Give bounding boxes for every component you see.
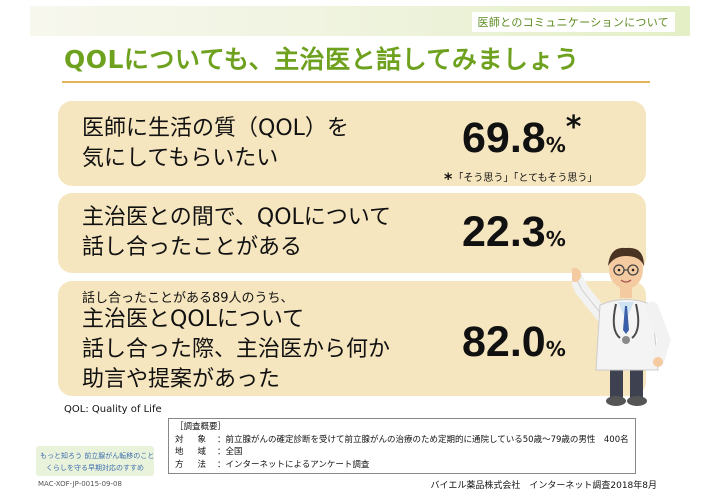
survey-label: 地域 bbox=[175, 447, 221, 457]
svg-text:くらしを守る早期対応のすすめ: くらしを守る早期対応のすすめ bbox=[46, 463, 144, 472]
footnote-text: 「そう思う」「とてもそう思う」 bbox=[453, 173, 598, 184]
survey-row: 対象：前立腺がんの確定診断を受けて前立腺がんの治療のため定期的に通院している50… bbox=[175, 434, 629, 445]
stat-value: 69.8%* bbox=[462, 113, 581, 162]
qol-definition: QOL: Quality of Life bbox=[64, 404, 162, 415]
title-divider bbox=[62, 81, 650, 83]
card-line: 主治医とQOLについて bbox=[82, 307, 305, 332]
stat-number: 22.3 bbox=[462, 208, 546, 256]
document-code: MAC-XOF-JP-0015-09-08 bbox=[38, 480, 122, 488]
survey-label: 方法 bbox=[175, 459, 221, 470]
survey-value: 前立腺がんの確定診断を受けて前立腺がんの治療のため定期的に通院している50歳〜7… bbox=[225, 434, 629, 445]
card-line: 医師に生活の質（QOL）を bbox=[82, 116, 349, 141]
survey-heading: ［調査概要］ bbox=[175, 422, 227, 432]
stat-unit: % bbox=[545, 227, 566, 251]
survey-value: インターネットによるアンケート調査 bbox=[225, 459, 370, 470]
survey-label: 対象 bbox=[175, 434, 221, 445]
doctor-illustration bbox=[572, 247, 671, 406]
source-credit: バイエル薬品株式会社 インターネット調査2018年8月 bbox=[430, 481, 657, 491]
stat-card-qol-concern: 医師に生活の質（QOL）を 気にしてもらいたい 69.8%* *「そう思う」「と… bbox=[58, 101, 646, 188]
card-line: 助言や提案があった bbox=[82, 367, 281, 392]
stat-card-discussed: 主治医との間で、QOLについて 話し合ったことがある 22.3% bbox=[58, 193, 646, 273]
card-line: 主治医との間で、QOLについて bbox=[82, 205, 392, 230]
card-text: 医師に生活の質（QOL）を 気にしてもらいたい bbox=[82, 114, 349, 174]
svg-text:もっと知ろう 前立腺がん転移のこと: もっと知ろう 前立腺がん転移のこと bbox=[40, 451, 154, 460]
footnote-asterisk: * bbox=[444, 169, 453, 188]
stat-unit: % bbox=[545, 133, 566, 157]
card-line: 気にしてもらいたい bbox=[82, 146, 279, 171]
card-text: 主治医とQOLについて 話し合った際、主治医から何か 助言や提案があった bbox=[82, 305, 390, 395]
stat-value: 22.3% bbox=[462, 211, 566, 254]
stat-number: 82.0 bbox=[462, 318, 546, 366]
card-line: 話し合ったことがある bbox=[82, 235, 303, 260]
card-text: 主治医との間で、QOLについて 話し合ったことがある bbox=[82, 203, 391, 263]
asterisk-mark: * bbox=[565, 110, 582, 145]
stat-number: 69.8 bbox=[462, 114, 546, 162]
survey-overview-box: ［調査概要］ 対象：前立腺がんの確定診断を受けて前立腺がんの治療のため定期的に通… bbox=[168, 418, 636, 474]
card-prefix: 話し合ったことがある89人のうち、 bbox=[82, 291, 294, 306]
stat-card-advice: 話し合ったことがある89人のうち、 主治医とQOLについて 話し合った際、主治医… bbox=[58, 281, 646, 396]
stat-value: 82.0% bbox=[462, 321, 566, 364]
campaign-logo: もっと知ろう 前立腺がん転移のこと くらしを守る早期対応のすすめ bbox=[36, 446, 154, 476]
stat-unit: % bbox=[545, 337, 566, 361]
page-title: QOLについても、主治医と話してみましょう bbox=[64, 45, 580, 74]
topic-tag: 医師とのコミュニケーションについて bbox=[471, 12, 675, 32]
survey-value: 全国 bbox=[225, 447, 243, 457]
survey-row: 方法：インターネットによるアンケート調査 bbox=[175, 459, 370, 470]
card-line: 話し合った際、主治医から何か bbox=[82, 337, 391, 362]
stat-footnote: *「そう思う」「とてもそう思う」 bbox=[444, 166, 598, 188]
survey-row: 地域：全国 bbox=[175, 447, 243, 457]
